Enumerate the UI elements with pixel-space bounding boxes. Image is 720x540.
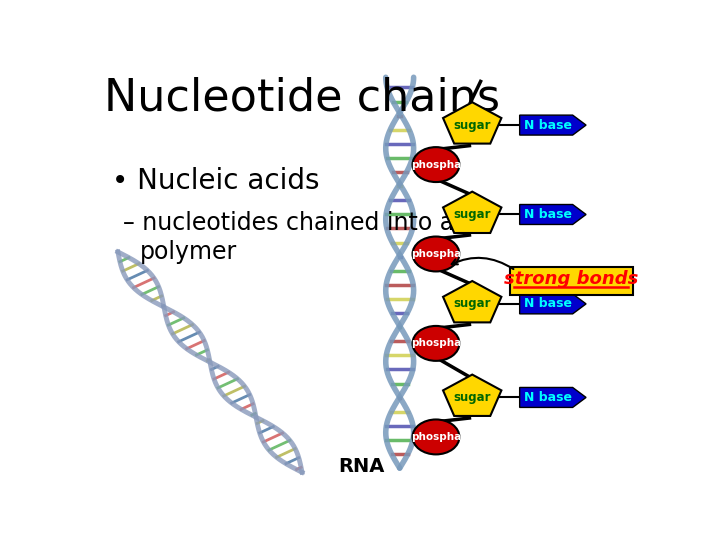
Text: N base: N base: [524, 391, 572, 404]
Polygon shape: [520, 115, 586, 135]
Text: phospha: phospha: [411, 249, 461, 259]
Circle shape: [413, 147, 459, 182]
Polygon shape: [443, 102, 501, 144]
Text: – nucleotides chained into a: – nucleotides chained into a: [124, 211, 454, 235]
Polygon shape: [443, 375, 501, 416]
Text: N base: N base: [524, 298, 572, 310]
Text: strong bonds: strong bonds: [504, 271, 639, 288]
Text: polymer: polymer: [140, 240, 238, 264]
Circle shape: [413, 420, 459, 454]
Text: Nucleotide chains: Nucleotide chains: [104, 77, 500, 119]
Text: phospha: phospha: [411, 339, 461, 348]
Polygon shape: [443, 281, 501, 322]
Circle shape: [413, 326, 459, 361]
Polygon shape: [443, 192, 501, 233]
Polygon shape: [520, 388, 586, 407]
Text: sugar: sugar: [454, 391, 491, 404]
Text: N base: N base: [524, 119, 572, 132]
Text: sugar: sugar: [454, 298, 491, 310]
Text: RNA: RNA: [338, 456, 385, 476]
Polygon shape: [520, 294, 586, 314]
Text: • Nucleic acids: • Nucleic acids: [112, 167, 320, 195]
Text: sugar: sugar: [454, 119, 491, 132]
Text: phospha: phospha: [411, 432, 461, 442]
Text: phospha: phospha: [411, 160, 461, 170]
Text: sugar: sugar: [454, 208, 491, 221]
Text: N base: N base: [524, 208, 572, 221]
FancyBboxPatch shape: [510, 267, 633, 295]
Circle shape: [413, 237, 459, 272]
Polygon shape: [520, 205, 586, 225]
